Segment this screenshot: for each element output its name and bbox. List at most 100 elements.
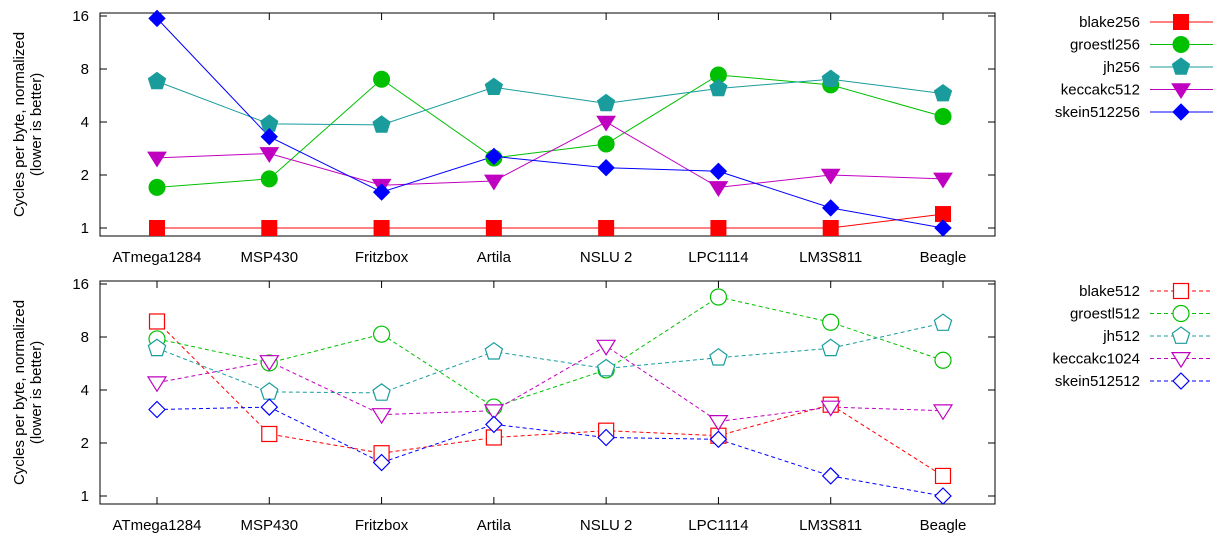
data-point-keccakc1024-lm3s811 [820,400,841,417]
data-point-skein512512-beagle [934,487,952,505]
data-point-blake512-beagle [934,467,952,485]
data-point-blake256-msp430 [261,220,278,236]
legend-label-blake256: blake256 [1079,14,1140,31]
series-markers-blake256 [149,206,951,236]
data-point-keccakc512-msp430 [259,147,280,163]
data-point-jh512-lpc1114 [709,347,728,366]
x-tick-label-artila: Artila [477,249,512,266]
data-point-blake256-lm3s811 [822,220,839,236]
data-point-groestl256-fritzbox [373,70,391,88]
data-point-skein512256-lpc1114 [709,162,728,181]
legend-label-groestl256: groestl256 [1070,37,1140,54]
y-axis-label: Cycles per byte, normalized [11,300,28,485]
data-point-keccakc512-artila [483,174,504,191]
series-skein512512 [156,406,944,497]
data-point-keccakc512-atmega1284 [147,151,167,168]
data-point-skein512256-beagle [934,219,952,237]
data-point-jh512-artila [484,341,504,360]
data-point-skein512256-msp430 [260,127,279,146]
y-axis-label: Cycles per byte, normalized [11,32,28,217]
data-point-skein512256-atmega1284 [148,9,166,28]
y-tick-label: 1 [81,488,89,505]
data-point-keccakc512-nslu-2 [596,115,617,132]
data-point-keccakc1024-msp430 [259,355,280,372]
series-keccakc1024 [156,345,944,423]
legend-label-jh256: jh256 [1102,59,1140,76]
data-point-skein512512-fritzbox [372,453,391,472]
series-skein512256 [156,18,944,229]
x-tick-label-lm3s811: LM3S811 [799,249,862,266]
legend-marker-skein512512 [1172,372,1190,390]
series-line-jh512 [156,322,944,394]
data-point-groestl512-fritzbox [372,325,391,343]
series-blake256 [157,213,944,229]
chart-panel-1: 1 2 4 8 16 ATmega1284 MSP430 Fritzbox Artila NSLU… [11,8,1213,266]
plot-frame [99,280,996,505]
data-point-keccakc512-beagle [933,172,953,189]
data-point-keccakc1024-atmega1284 [146,376,168,393]
data-point-groestl512-lpc1114 [709,288,728,306]
legend-label-skein512256: skein512256 [1055,104,1140,121]
data-point-skein512256-nslu-2 [597,158,615,177]
series-line-keccakc1024 [156,345,944,423]
data-point-jh512-atmega1284 [147,338,167,357]
series-markers-keccakc1024 [146,339,954,432]
x-tick-label-beagle: Beagle [920,249,967,266]
y-tick-label: 8 [81,329,89,346]
legend-label-groestl512: groestl512 [1070,306,1140,323]
data-point-jh256-artila [484,77,503,95]
data-point-keccakc1024-fritzbox [371,408,392,425]
x-tick-label-msp430: MSP430 [241,249,299,266]
legend: blake256 groestl256 jh256 keccakc512 skein51… [1055,14,1213,121]
data-point-jh256-lpc1114 [709,78,728,97]
data-point-jh256-beagle [933,83,953,102]
x-tick-label-beagle: Beagle [920,517,967,534]
y-tick-label: 2 [81,435,89,452]
x-tick-label-nslu-2: NSLU 2 [580,517,633,534]
legend-marker-groestl256 [1172,36,1190,53]
chart-panel-2: 1 2 4 8 16 ATmega1284 MSP430 Fritzbox Artila NSLU… [11,276,1213,534]
data-point-skein512256-artila [485,147,503,166]
data-point-skein512512-nslu-2 [597,428,615,447]
data-point-skein512512-lpc1114 [709,430,728,449]
data-point-groestl512-beagle [934,351,952,369]
data-point-jh256-fritzbox [372,115,391,133]
legend-marker-groestl512 [1172,304,1190,323]
data-point-blake256-atmega1284 [149,220,165,236]
legend-label-blake512: blake512 [1079,283,1140,300]
data-point-skein512512-lm3s811 [821,467,840,485]
data-point-jh256-nslu-2 [597,93,616,112]
data-point-skein512256-lm3s811 [821,199,840,217]
data-point-groestl256-msp430 [260,170,278,188]
series-line-skein512256 [156,18,944,229]
data-point-groestl512-lm3s811 [822,313,840,331]
x-tick-label-atmega1284: ATmega1284 [113,249,202,266]
series-jh512 [156,322,944,394]
y-tick-label: 2 [81,167,89,184]
x-tick-label-msp430: MSP430 [241,517,299,534]
y-tick-label: 16 [72,276,89,293]
x-tick-label-fritzbox: Fritzbox [355,517,409,534]
data-point-groestl256-beagle [934,107,952,125]
data-point-blake512-msp430 [261,425,278,443]
x-tick-label-lpc1114: LPC1114 [688,249,748,266]
data-point-blake256-nslu-2 [598,220,615,236]
series-markers-skein512512 [148,398,952,505]
y-tick-label: 4 [81,114,89,131]
legend-label-jh512: jh512 [1102,328,1140,345]
legend-marker-keccakc1024 [1170,352,1192,369]
series-line-blake256 [157,213,944,229]
data-point-keccakc512-lm3s811 [820,168,841,185]
legend-marker-blake512 [1172,282,1190,300]
data-point-jh512-beagle [933,313,953,331]
data-point-jh256-atmega1284 [147,71,167,90]
data-point-blake256-fritzbox [373,220,390,236]
legend-label-skein512512: skein512512 [1055,373,1140,390]
data-point-keccakc1024-artila [483,404,504,421]
legend-marker-keccakc512 [1171,83,1191,99]
data-point-skein512256-fritzbox [372,183,391,201]
x-tick-label-lpc1114: LPC1114 [688,517,748,534]
series-line-groestl512 [156,296,944,408]
data-point-keccakc1024-beagle [932,404,954,421]
